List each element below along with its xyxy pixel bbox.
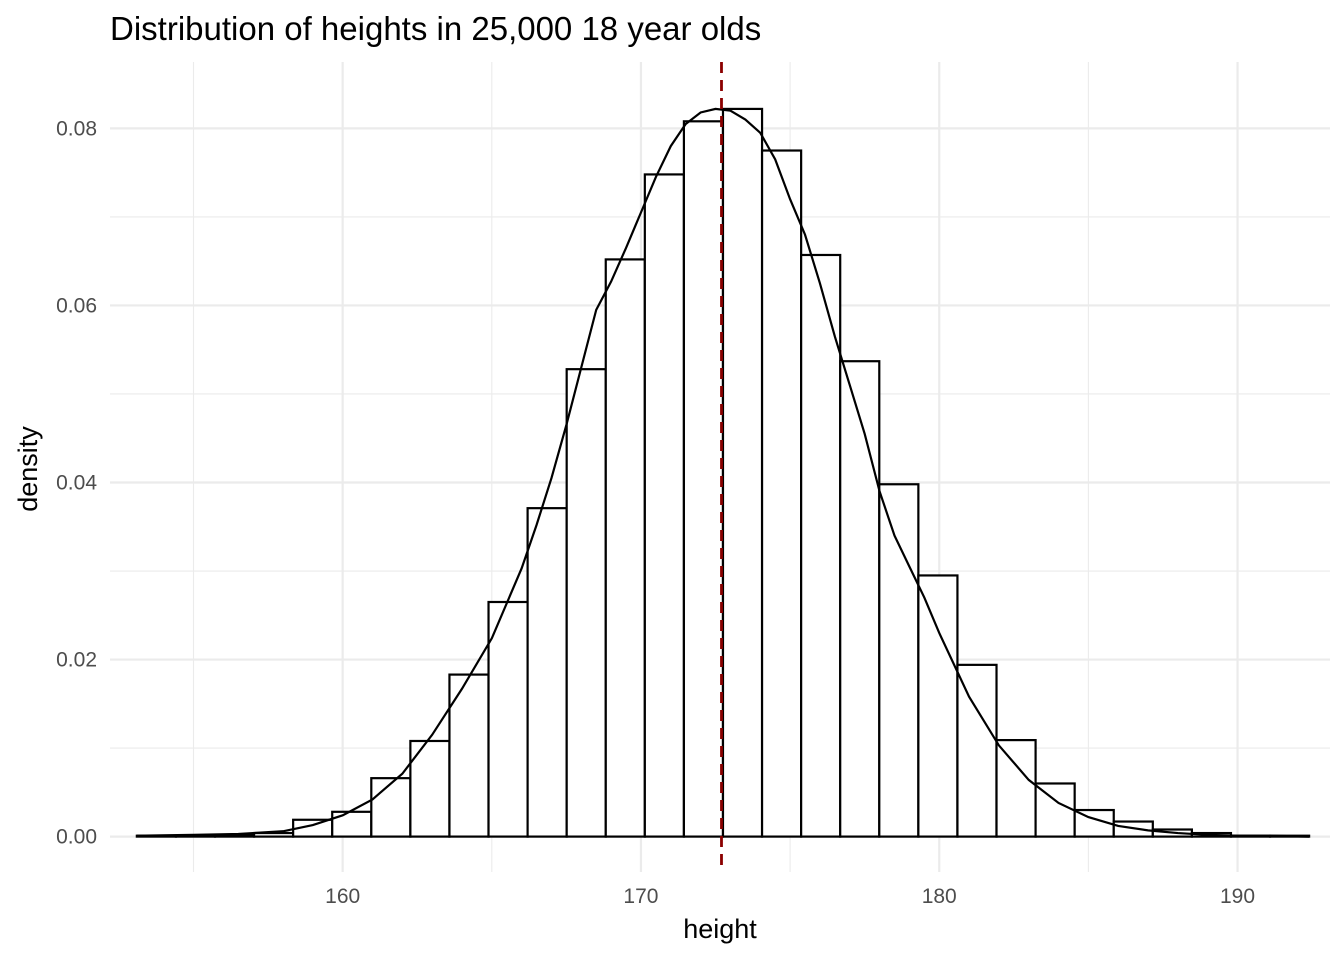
histogram-bar [721,107,764,838]
histogram-bar [760,149,803,838]
histogram-bar [331,810,373,838]
histogram-bar [917,574,959,838]
histogram-bar [878,483,920,838]
y-axis-title: density [13,426,43,512]
histogram-bar [839,360,881,838]
chart-title: Distribution of heights in 25,000 18 yea… [110,10,761,47]
histogram-bar [995,738,1037,838]
x-axis-ticks: 160 170 180 190 [325,885,1255,908]
histogram-bars [135,107,1311,838]
x-axis-title: height [683,914,757,944]
y-axis-ticks: 0.00 0.02 0.04 0.06 0.08 [56,117,97,848]
y-tick-label: 0.02 [56,649,97,672]
histogram-bar [643,173,686,838]
x-tick-label: 190 [1220,885,1255,908]
histogram-bar [448,673,490,838]
histogram-bar [800,253,842,838]
y-tick-label: 0.06 [56,294,97,317]
x-tick-label: 160 [325,885,360,908]
histogram-bar [526,507,568,838]
y-tick-label: 0.08 [56,117,97,140]
density-curve [136,107,1310,838]
y-tick-label: 0.00 [56,826,97,849]
density-curve-group [136,107,1310,838]
histogram-bar [604,258,646,838]
histogram-bar [487,600,529,838]
x-tick-label: 180 [922,885,957,908]
histogram-bar [682,120,725,838]
x-tick-label: 170 [623,885,658,908]
histogram-bar [1034,782,1076,838]
histogram-bar [565,368,607,838]
histogram-bar [956,663,998,838]
histogram-bar [370,777,412,838]
y-tick-label: 0.04 [56,471,97,494]
